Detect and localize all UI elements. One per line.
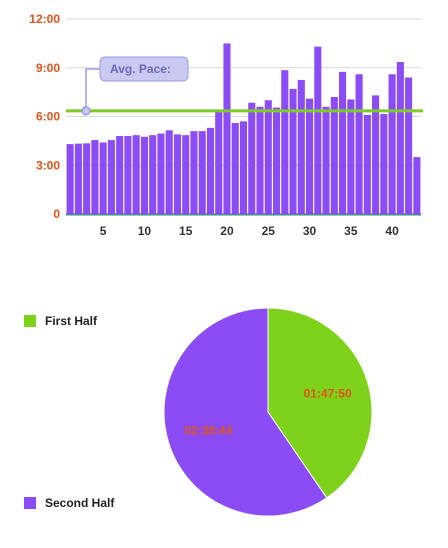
x-tick-label: 25 <box>262 224 276 238</box>
legend-swatch-second-half <box>24 497 36 509</box>
bar-12 <box>157 133 165 214</box>
legend-second-half: Second Half <box>24 496 114 510</box>
bar-15 <box>182 135 190 214</box>
legend-label-second-half: Second Half <box>45 496 115 510</box>
bar-40 <box>388 74 396 214</box>
bar-20 <box>223 43 231 214</box>
legend-label-first-half: First Half <box>45 314 98 328</box>
pie-label-second-half: 02:38:44 <box>184 423 232 437</box>
x-tick-label: 40 <box>385 224 399 238</box>
bar-23 <box>248 102 256 214</box>
bar-41 <box>396 62 404 214</box>
bar-14 <box>173 134 182 214</box>
x-axis-ticks: 5 10 15 20 25 30 35 40 <box>100 224 399 238</box>
bar-4 <box>91 140 99 214</box>
bar-25 <box>264 100 272 214</box>
y-tick-label: 0 <box>53 207 60 221</box>
split-pie-chart: 01:47:50 02:38:44 <box>163 307 373 517</box>
bar-42 <box>405 77 413 214</box>
bar-3 <box>83 143 91 214</box>
bar-1 <box>66 144 74 214</box>
bar-13 <box>165 130 173 214</box>
pie-slice-first-half <box>267 307 373 499</box>
annotation-leader <box>85 68 100 111</box>
x-tick-label: 5 <box>100 224 107 238</box>
pie-slice-second-half <box>163 307 328 517</box>
annotation-box <box>99 56 189 82</box>
bar-19 <box>215 110 223 214</box>
bar-22 <box>239 121 248 214</box>
legend-swatch-first-half <box>24 315 36 327</box>
x-tick-label: 20 <box>220 224 234 238</box>
x-tick-label: 30 <box>303 224 317 238</box>
bar-10 <box>140 136 148 214</box>
bar-24 <box>256 106 264 214</box>
bar-29 <box>297 79 305 214</box>
y-tick-label: 6:00 <box>36 110 60 124</box>
y-tick-label: 3:00 <box>36 158 60 172</box>
annotation-marker <box>81 106 91 116</box>
bar-7 <box>116 136 124 214</box>
bar-36 <box>355 74 363 214</box>
bar-6 <box>107 140 115 214</box>
bar-18 <box>206 127 215 214</box>
y-tick-label: 12:00 <box>29 12 60 26</box>
legend-first-half: First Half <box>24 314 97 328</box>
bars <box>66 43 421 214</box>
bar-35 <box>347 99 355 214</box>
bar-5 <box>99 142 107 214</box>
x-tick-label: 15 <box>179 224 193 238</box>
average-pace-line-group: Avg. Pace: <box>66 56 423 116</box>
x-tick-label: 10 <box>138 224 152 238</box>
bar-9 <box>132 135 140 214</box>
y-axis-ticks: 0 3:00 6:00 9:00 12:00 <box>29 12 60 221</box>
bar-38 <box>372 95 380 214</box>
x-tick-label: 35 <box>344 224 358 238</box>
bar-31 <box>314 46 322 214</box>
y-tick-label: 9:00 <box>36 61 60 75</box>
annotation-text: Avg. Pace: <box>110 62 171 76</box>
bar-34 <box>339 71 347 214</box>
bar-17 <box>198 131 206 214</box>
bar-28 <box>289 88 297 214</box>
bar-11 <box>149 135 157 214</box>
bar-30 <box>305 98 314 214</box>
bar-26 <box>272 107 281 214</box>
bar-21 <box>231 123 239 214</box>
bar-16 <box>190 131 198 214</box>
bar-32 <box>322 106 330 214</box>
bar-8 <box>124 136 132 214</box>
bar-37 <box>363 114 371 214</box>
bar-43 <box>413 157 421 214</box>
bar-33 <box>330 97 338 214</box>
pie-label-first-half: 01:47:50 <box>304 387 352 401</box>
bar-2 <box>74 143 82 214</box>
bar-27 <box>281 70 289 214</box>
bar-39 <box>380 114 388 214</box>
pace-bar-chart: Avg. Pace: 0 3:00 6:00 9:00 12:00 5 10 15 20 25 3… <box>29 12 423 238</box>
pie-slices: 01:47:50 02:38:44 <box>163 307 373 517</box>
